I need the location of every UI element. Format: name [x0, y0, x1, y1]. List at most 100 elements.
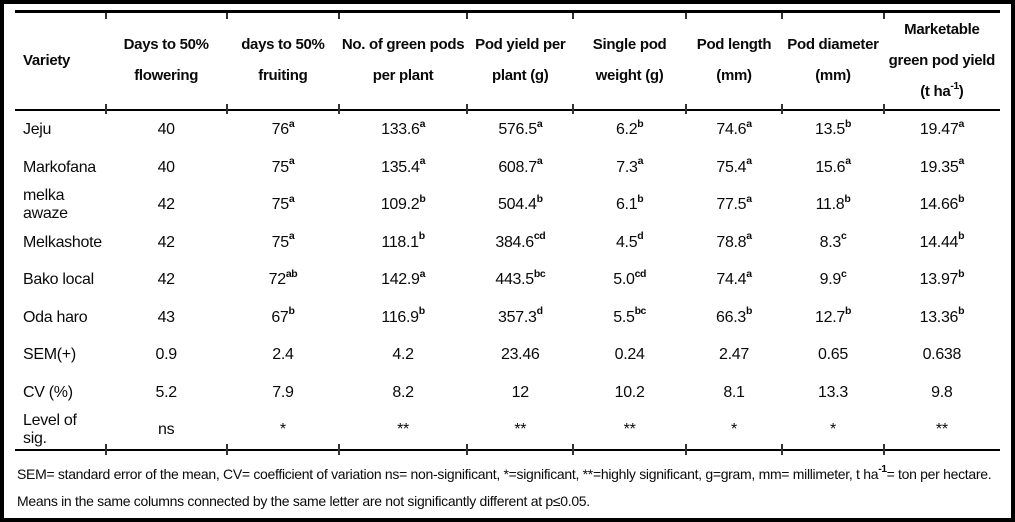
table-cell: 14.44b [919, 230, 965, 251]
table-cell: 14.66b [919, 192, 965, 213]
table-cell: 13.5b [815, 117, 851, 138]
table-cell: 13.97b [919, 267, 965, 288]
table-cell: ** [338, 411, 468, 455]
table-row: melka awaze 42 75a 109.2b 504.4b 6.1b 77.5a 11.… [15, 186, 1000, 224]
table-cell: 0.9 [155, 346, 178, 363]
table-cell: 576.5a [498, 117, 543, 138]
table-cell: 5.5bc [613, 305, 646, 326]
table-cell: 75a [271, 230, 295, 251]
column-header: No. of green pods per plant [338, 11, 468, 113]
column-header: Variety [15, 11, 106, 112]
row-label: CV (%) [23, 383, 73, 401]
table-cell: * [781, 411, 884, 455]
table-cell: 76a [271, 117, 295, 138]
table-row: Jeju 40 76a 133.6a 576.5a 6.2b 74.6a 13.5b 19.47… [15, 110, 1000, 149]
table-cell: 43 [157, 308, 176, 326]
table-cell: 12 [511, 383, 530, 401]
table-cell: 40 [157, 121, 176, 138]
column-header: days to 50% fruiting [225, 11, 340, 113]
table-cell: 15.6a [815, 155, 851, 176]
column-header: Pod diameter (mm) [781, 11, 884, 113]
table-cell: 8.1 [723, 383, 745, 401]
table-cell: 42 [157, 233, 176, 251]
row-label: Jeju [23, 121, 52, 138]
column-header: Pod yield per plant (g) [466, 11, 574, 113]
table-header: Variety Days to 50% flowering days to 50% … [15, 11, 1000, 113]
table-cell: ** [466, 411, 574, 455]
table-cell: 116.9b [381, 305, 425, 326]
table-cell: 67b [271, 305, 295, 326]
table-cell: 6.1b [615, 192, 644, 213]
table-cell: 11.8b [815, 192, 851, 213]
table-cell: 8.2 [392, 383, 414, 401]
table-cell: 443.5bc [495, 267, 546, 288]
table-cell: 2.47 [719, 346, 749, 363]
table-cell: 504.4b [498, 192, 543, 213]
table-cell: 75a [271, 192, 295, 213]
table-body: Jeju 40 76a 133.6a 576.5a 6.2b 74.6a 13.5b 19.47… [15, 110, 1000, 455]
table-footnote: SEM= standard error of the mean, CV= coe… [17, 463, 992, 510]
row-label: SEM(+) [23, 346, 76, 363]
table-cell: * [684, 411, 783, 455]
results-table: Variety Days to 50% flowering days to 50% … [15, 10, 1000, 455]
table-cell: 74.4a [716, 267, 752, 288]
table-cell: 72ab [268, 267, 298, 288]
table-cell: 7.3a [616, 155, 643, 176]
table-cell: 12.7b [815, 305, 851, 326]
table-cell: 74.6a [716, 117, 752, 138]
table-cell: 19.35a [919, 155, 964, 176]
table-cell: 0.638 [922, 346, 962, 363]
table-cell: 4.5d [615, 230, 644, 251]
table-cell: 142.9a [381, 267, 425, 288]
table-cell: 357.3d [498, 305, 543, 326]
table-cell: 9.9c [819, 267, 847, 288]
table-cell: 42 [157, 271, 176, 288]
table-cell: 384.6cd [495, 230, 546, 251]
table-row: Markofana 40 75a 135.4a 608.7a 7.3a 75.4a 15.6a… [15, 149, 1000, 187]
table-cell: 75a [271, 155, 295, 176]
column-header: Days to 50% flowering [104, 11, 227, 113]
table-cell: 7.9 [272, 383, 294, 401]
row-label: Oda haro [23, 308, 88, 326]
table-cell: * [225, 411, 340, 455]
table-cell: 9.8 [931, 383, 953, 401]
table-row: CV (%) 5.2 7.9 8.2 12 10.2 8.1 13.3 9.8 [15, 374, 1000, 412]
table-cell: 10.2 [614, 383, 645, 401]
table-cell: 40 [157, 158, 176, 176]
table-cell: 19.47a [919, 117, 964, 138]
column-header: Pod length (mm) [684, 11, 783, 113]
table-cell: 5.2 [155, 383, 178, 401]
table-cell: 8.3c [819, 230, 847, 251]
column-header: Marketable green pod yield (t ha-1) [882, 11, 1000, 113]
table-row: SEM(+) 0.9 2.4 4.2 23.46 0.24 2.47 0.65 0.638 [15, 336, 1000, 374]
table-cell: 42 [157, 196, 176, 213]
table-cell: 77.5a [716, 192, 752, 213]
table-cell: ns [104, 411, 227, 455]
table-cell: 2.4 [272, 346, 294, 363]
table-cell: 109.2b [380, 192, 426, 213]
table-cell: 4.2 [392, 346, 414, 363]
row-label: melka awaze [23, 187, 68, 222]
table-cell: 13.3 [818, 383, 848, 401]
table-cell: 608.7a [498, 155, 543, 176]
table-cell: 23.46 [500, 346, 540, 363]
row-label: Melkashote [23, 233, 102, 251]
table-row: Bako local 42 72ab 142.9a 443.5bc 5.0cd 74.4a 9… [15, 261, 1000, 299]
table-row: Oda haro 43 67b 116.9b 357.3d 5.5bc 66.3b 12.7b… [15, 299, 1000, 337]
row-label: Level of sig. [15, 411, 106, 451]
table-cell: ** [572, 411, 686, 455]
row-label: Markofana [23, 158, 96, 176]
table-cell: 6.2b [615, 117, 644, 138]
table-row: Level of sig. ns * ** ** ** * * ** [15, 411, 1000, 455]
table-cell: 5.0cd [613, 267, 646, 288]
column-header: Single pod weight (g) [572, 11, 686, 113]
table-cell: 135.4a [381, 155, 425, 176]
row-label: Bako local [23, 271, 94, 288]
table-row: Melkashote 42 75a 118.1b 384.6cd 4.5d 78.8a 8.3… [15, 224, 1000, 262]
table-cell: 0.24 [614, 346, 645, 363]
table-cell: 75.4a [716, 155, 752, 176]
table-cell: ** [882, 411, 1000, 455]
table-cell: 13.36b [919, 305, 965, 326]
header-row: Variety Days to 50% flowering days to 50% … [15, 11, 1000, 113]
page-content: Variety Days to 50% flowering days to 50% … [4, 4, 1011, 515]
